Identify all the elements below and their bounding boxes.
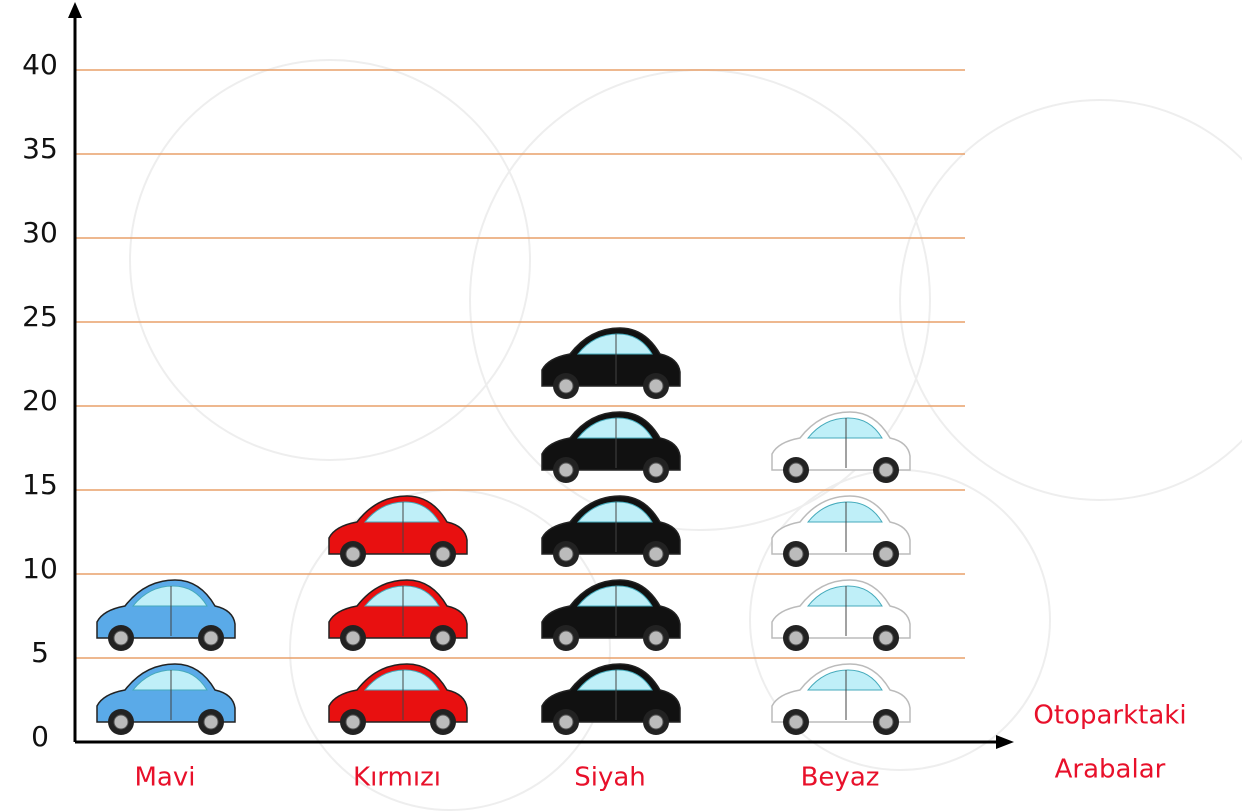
car-hub bbox=[559, 631, 573, 645]
car-hub bbox=[789, 463, 803, 477]
car-icon bbox=[772, 580, 910, 651]
y-tick-label: 25 bbox=[22, 300, 58, 333]
car-icon bbox=[542, 412, 680, 483]
background-ornament bbox=[130, 60, 1242, 810]
car-hub bbox=[879, 715, 893, 729]
x-axis-arrow bbox=[996, 735, 1014, 749]
y-tick-label: 40 bbox=[22, 48, 58, 81]
car-hub bbox=[789, 547, 803, 561]
car-hub bbox=[879, 463, 893, 477]
car-hub bbox=[346, 715, 360, 729]
car-hub bbox=[649, 547, 663, 561]
car-icon bbox=[329, 496, 467, 567]
y-tick-label: 35 bbox=[22, 132, 58, 165]
car-hub bbox=[114, 631, 128, 645]
y-tick-label: 5 bbox=[31, 636, 49, 669]
car-icon bbox=[772, 496, 910, 567]
car-hub bbox=[879, 631, 893, 645]
car-hub bbox=[559, 463, 573, 477]
car-icon bbox=[97, 580, 235, 651]
car-icon bbox=[542, 580, 680, 651]
y-tick-label: 10 bbox=[22, 552, 58, 585]
x-axis-label: Arabalar bbox=[1055, 755, 1166, 785]
car-hub bbox=[789, 715, 803, 729]
car-hub bbox=[559, 715, 573, 729]
car-hub bbox=[649, 631, 663, 645]
y-tick-label: 30 bbox=[22, 216, 58, 249]
chart: Otoparktaki Arabalar 0 5 10 15 20 25 30 35 40 Mav… bbox=[0, 0, 1242, 811]
x-tick-label: Mavi bbox=[135, 763, 196, 793]
car-icon bbox=[542, 496, 680, 567]
car-hub bbox=[114, 715, 128, 729]
car-hub bbox=[649, 715, 663, 729]
car-hub bbox=[559, 379, 573, 393]
car-icon bbox=[772, 664, 910, 735]
x-tick-label: Kırmızı bbox=[353, 763, 441, 793]
x-tick-label: Beyaz bbox=[801, 763, 880, 793]
car-hub bbox=[879, 547, 893, 561]
car-hub bbox=[346, 547, 360, 561]
y-tick-label: 15 bbox=[22, 468, 58, 501]
car-hub bbox=[436, 547, 450, 561]
x-tick-label: Siyah bbox=[574, 763, 646, 793]
car-hub bbox=[649, 463, 663, 477]
car-hub bbox=[559, 547, 573, 561]
car-icon bbox=[329, 580, 467, 651]
car-hub bbox=[436, 715, 450, 729]
car-icon bbox=[97, 664, 235, 735]
x-axis-label: Otoparktaki bbox=[1033, 701, 1186, 731]
car-hub bbox=[649, 379, 663, 393]
car-hub bbox=[204, 715, 218, 729]
car-icon bbox=[329, 664, 467, 735]
car-hub bbox=[204, 631, 218, 645]
y-tick-label: 20 bbox=[22, 384, 58, 417]
car-icon bbox=[772, 412, 910, 483]
car-hub bbox=[789, 631, 803, 645]
y-tick-label: 0 bbox=[31, 720, 49, 753]
pictograph-column bbox=[542, 328, 680, 735]
car-hub bbox=[436, 631, 450, 645]
car-icon bbox=[542, 664, 680, 735]
car-icon bbox=[542, 328, 680, 399]
y-axis-arrow bbox=[68, 2, 82, 18]
car-hub bbox=[346, 631, 360, 645]
pictograph-column bbox=[329, 496, 467, 735]
